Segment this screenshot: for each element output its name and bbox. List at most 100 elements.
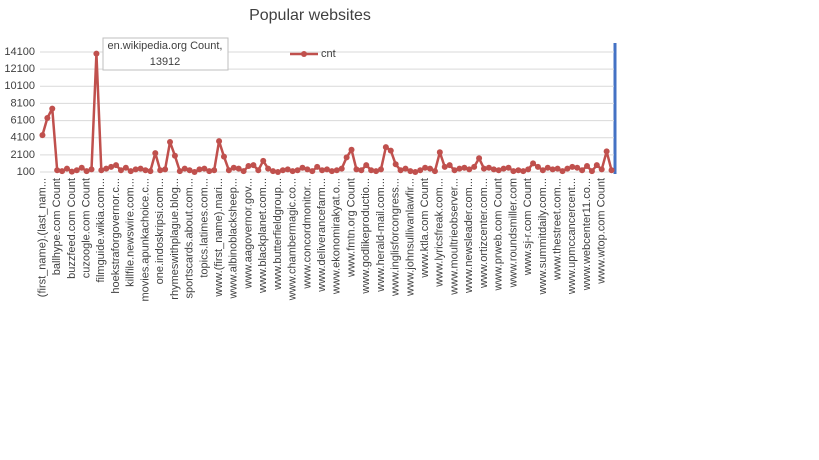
x-tick-label: www.wtop.com Count (596, 178, 608, 285)
data-point (539, 167, 546, 174)
data-point (520, 168, 527, 175)
y-tick-label: 6100 (11, 114, 35, 126)
x-tick-label: movies.apunkachoice.c... (139, 178, 151, 302)
legend-label: cnt (321, 48, 336, 60)
data-point (574, 164, 581, 171)
x-tick-label: www.newsleader.com... (463, 178, 475, 294)
x-tick-label: topics.latimes.com... (198, 178, 210, 278)
data-point (608, 167, 615, 174)
data-point (167, 139, 174, 145)
data-point (191, 169, 198, 175)
data-point (417, 167, 424, 174)
data-point (593, 162, 600, 169)
y-tick-label: 8100 (11, 97, 35, 109)
data-point (451, 167, 458, 174)
data-point (103, 165, 110, 172)
data-point (392, 161, 399, 168)
x-tick-label: www.chambermagic.co... (287, 178, 299, 301)
data-point (476, 155, 483, 162)
data-point (186, 167, 193, 174)
data-point (485, 164, 492, 171)
data-point (279, 167, 286, 174)
data-point (446, 162, 453, 169)
x-tick-label: sportscards.about.com... (184, 178, 196, 298)
data-point (490, 166, 497, 173)
x-tick-label: www.albinoblacksheep... (228, 178, 240, 299)
data-point (515, 167, 522, 174)
data-point (176, 168, 183, 175)
data-point (324, 166, 330, 173)
x-tick-label: killfile.newswire.com... (125, 178, 137, 287)
data-point (333, 167, 340, 174)
data-point (113, 162, 120, 169)
data-point (289, 168, 296, 175)
data-point (68, 168, 75, 175)
data-point (265, 165, 272, 172)
data-point (358, 167, 365, 174)
x-tick-label: buzzfeed.com Count (66, 178, 78, 279)
data-point (147, 168, 154, 175)
data-point (579, 167, 586, 174)
data-point (299, 164, 306, 171)
data-point (377, 166, 384, 173)
data-point (220, 153, 227, 160)
y-tick-label: 2100 (11, 149, 35, 161)
data-point (181, 165, 188, 172)
data-point (73, 167, 80, 174)
data-point (108, 163, 115, 170)
data-point (304, 166, 311, 173)
data-point (250, 162, 257, 169)
data-point (534, 163, 541, 170)
y-tick-label: 12100 (4, 63, 35, 75)
data-point (59, 168, 66, 175)
data-point (407, 168, 414, 175)
data-point (343, 154, 350, 161)
data-point (245, 163, 252, 169)
data-point (49, 105, 56, 112)
x-tick-label: ballhype.com Count (51, 178, 63, 275)
data-point (284, 166, 291, 173)
data-point (397, 167, 404, 174)
data-point (162, 166, 169, 173)
x-tick-label: www.ortizcenter.com... (478, 178, 490, 289)
data-point (137, 165, 144, 172)
y-tick-label: 14100 (4, 46, 35, 58)
x-tick-label: www.concordmonitor... (301, 178, 313, 290)
x-tick-label: (first_name).(last_nam... (36, 178, 48, 297)
data-point (431, 168, 438, 175)
data-point (598, 166, 605, 173)
data-point (505, 164, 512, 171)
data-point (132, 166, 139, 173)
data-point (495, 167, 502, 174)
x-tick-label: www.butterfieldgroup... (272, 178, 284, 291)
data-point (83, 168, 90, 175)
data-point (117, 167, 124, 174)
data-point (294, 167, 301, 174)
data-point (569, 163, 576, 170)
data-point (78, 164, 85, 171)
x-tick-label: www.godlikeproductio... (360, 178, 372, 295)
data-point (44, 115, 51, 121)
x-tick-label: www.fmtn.org Count (345, 178, 357, 278)
data-point (338, 165, 345, 172)
x-tick-label: www.deliverancefarm... (316, 178, 328, 293)
data-point (255, 167, 262, 174)
data-point (427, 165, 434, 172)
data-point (152, 150, 159, 157)
chart-title: Popular websites (249, 7, 371, 24)
data-point (127, 168, 134, 175)
data-point (373, 168, 380, 175)
annotation-text: en.wikipedia.org Count, (108, 40, 223, 52)
data-point (412, 169, 419, 175)
data-point (196, 166, 203, 173)
data-point (206, 168, 213, 175)
data-point (549, 166, 556, 173)
y-tick-label: 100 (17, 166, 35, 178)
data-point (201, 165, 208, 172)
x-tick-label: www.aagovernor.gov... (242, 178, 254, 289)
data-point (564, 165, 571, 172)
annotation-value: 13912 (150, 56, 181, 68)
data-point (235, 165, 242, 172)
